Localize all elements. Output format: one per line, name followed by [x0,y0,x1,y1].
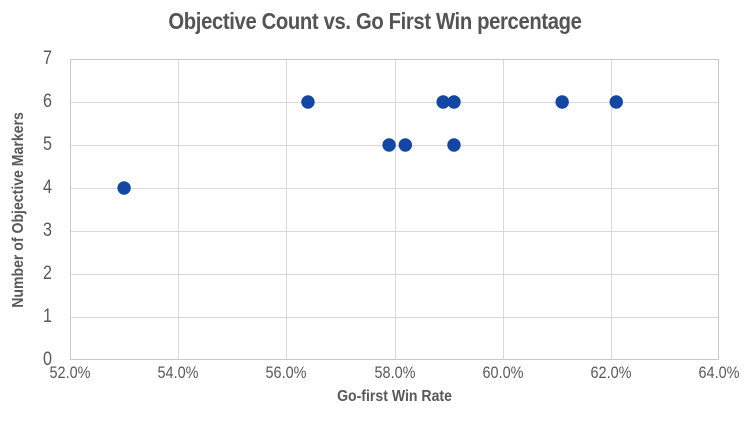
data-point [555,95,569,109]
data-point [436,95,450,109]
x-tick-label: 54.0% [157,363,199,382]
data-point [382,138,396,152]
y-tick-label: 7 [43,48,52,69]
chart-title: Objective Count vs. Go First Win percent… [168,8,582,34]
data-point [447,138,461,152]
x-tick-label: 62.0% [590,363,632,382]
data-point [609,95,623,109]
x-tick-label: 58.0% [374,363,415,382]
x-tick-label: 52.0% [49,363,91,382]
y-tick-label: 5 [43,134,52,155]
x-axis-title: Go-first Win Rate [337,388,452,405]
data-point [447,95,461,109]
y-tick-label: 1 [43,306,52,327]
x-tick-label: 64.0% [698,363,740,382]
plot-border [70,59,719,360]
y-tick-label: 0 [43,349,52,370]
data-point [301,95,315,109]
y-tick-label: 4 [43,177,52,198]
y-tick-label: 3 [43,220,52,241]
y-tick-label: 6 [43,91,52,112]
data-point [398,138,413,152]
data-point [117,181,131,195]
x-tick-label: 60.0% [482,363,524,382]
y-tick-label: 2 [43,263,52,284]
plot-area [70,59,719,360]
y-axis-title: Number of Objective Markers [10,112,27,308]
x-tick-label: 56.0% [265,363,307,382]
